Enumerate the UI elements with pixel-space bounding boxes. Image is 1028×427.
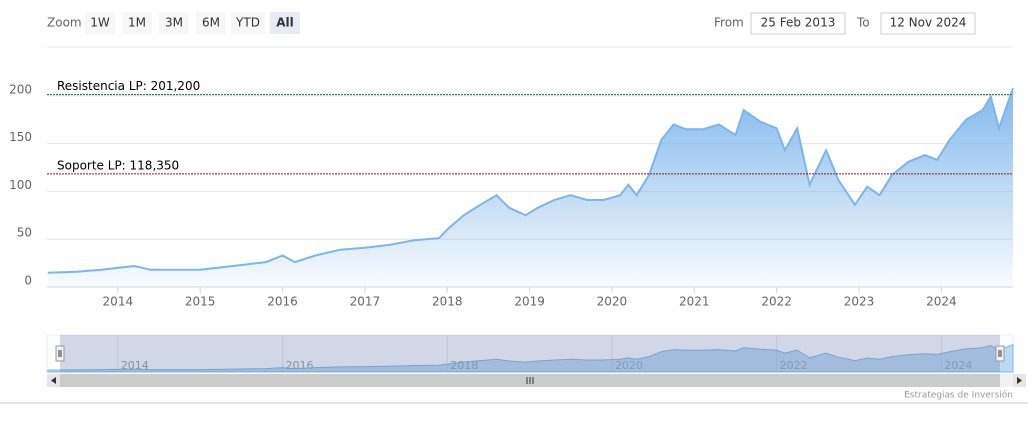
range-button[interactable] [85, 12, 115, 34]
plot-line-label: Resistencia LP: 201,200 [57, 79, 200, 93]
range-button-label[interactable]: All [276, 16, 294, 30]
range-button-label[interactable]: 1W [90, 16, 110, 30]
x-tick-label: 2014 [103, 295, 134, 309]
to-input[interactable] [880, 12, 976, 35]
range-button-label[interactable]: YTD [235, 16, 260, 30]
y-tick-label: 0 [24, 274, 32, 288]
range-button-label[interactable]: 3M [165, 16, 183, 30]
x-tick-label: 2018 [432, 295, 463, 309]
x-tick-label: 2019 [514, 295, 545, 309]
range-button[interactable] [231, 12, 265, 34]
area-line [47, 87, 1014, 274]
x-tick-label: 2016 [267, 295, 298, 309]
range-button[interactable] [196, 12, 226, 34]
from-date[interactable]: 25 Feb 2013 [761, 16, 836, 30]
range-button[interactable] [122, 12, 152, 34]
range-button-label[interactable]: 6M [202, 16, 220, 30]
y-tick-label: 200 [9, 82, 32, 96]
navigator-handle[interactable] [995, 345, 1005, 362]
x-tick-label: 2021 [679, 295, 710, 309]
zoom-label: Zoom [47, 16, 82, 30]
range-button[interactable] [159, 12, 189, 34]
navigator-area [47, 343, 1014, 373]
area-fill [47, 88, 1014, 287]
scroll-arrow [51, 377, 56, 384]
x-tick-label: 2024 [926, 295, 957, 309]
to-date[interactable]: 12 Nov 2024 [890, 16, 967, 30]
x-tick-label: 2015 [185, 295, 216, 309]
x-tick-label: 2023 [844, 295, 875, 309]
x-tick-label: 2022 [761, 295, 792, 309]
credits: Estrategias de Inversión [904, 390, 1013, 401]
y-tick-label: 150 [9, 130, 32, 144]
y-tick-label: 50 [17, 226, 32, 240]
x-tick-label: 2020 [597, 295, 628, 309]
range-button[interactable] [270, 12, 300, 34]
plot-line-label: Soporte LP: 118,350 [57, 158, 179, 172]
y-tick-label: 100 [9, 178, 32, 192]
navigator-handle[interactable] [55, 345, 65, 362]
scroll-arrow [1017, 377, 1022, 384]
from-input[interactable] [750, 12, 846, 35]
from-label: From [714, 16, 744, 30]
navigator-mask[interactable] [60, 335, 1000, 372]
range-button-label[interactable]: 1M [128, 16, 146, 30]
x-tick-label: 2017 [350, 295, 381, 309]
to-label: To [856, 16, 870, 30]
